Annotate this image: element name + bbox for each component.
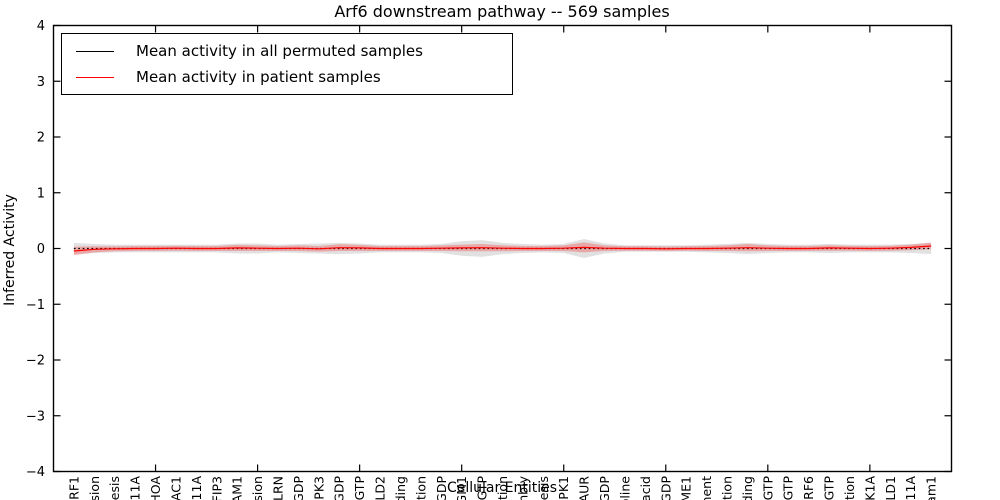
x-category-label: ARF6/GTP: [781, 476, 796, 500]
x-category-label: KALRN: [271, 476, 286, 500]
y-tick-label: −1: [26, 298, 45, 313]
x-axis-title: Cellular Entities: [447, 480, 557, 496]
x-category-label: ARF1/GTP: [352, 476, 367, 500]
x-category-label: PLD1: [883, 476, 898, 500]
x-category-label: PLD2: [373, 476, 388, 500]
x-category-label: ARF6/GTP/RAB11FIP3/RAB11A: [903, 476, 918, 500]
x-category-label: regulation of calcium-dependent cell-cel…: [87, 476, 102, 500]
x-category-label: RAC1: [168, 476, 183, 500]
x-category-label: lamellipodium assembly: [515, 475, 530, 500]
x-category-label: RhoA/GTP: [822, 476, 837, 500]
x-category-label: PIP5K1A: [862, 476, 877, 500]
x-category-label: regulation of axonogenesis: [107, 476, 122, 500]
x-category-label: RHOA: [148, 476, 163, 500]
x-category-label: MAPK3: [311, 476, 326, 500]
x-category-label: mol:Phosphatidic acid: [638, 476, 653, 500]
x-category-label: ARF1: [66, 476, 81, 500]
x-category-label: ruffle organization: [842, 476, 857, 500]
x-category-label: RAB11A: [189, 476, 204, 500]
x-category-label: MAPK1: [556, 476, 571, 500]
x-category-label: RhoA/GDP: [291, 476, 306, 500]
x-category-label: ARF6/GDP: [597, 476, 612, 500]
x-category-label: cortical actin cytoskeleton organization: [495, 476, 510, 500]
tick-labels: 4 3 2 1 0 −1 −2 −3 −4 ARF1 regulation of calcium-d…: [26, 19, 939, 500]
series-lines: [73, 245, 932, 252]
x-category-label: PLAUR: [577, 476, 592, 500]
permuted-line-swatch: [76, 50, 114, 52]
legend-label-patient: Mean activity in patient samples: [136, 68, 381, 86]
x-category-label: fibronectin binding: [393, 476, 408, 500]
x-category-label: Rac1/GTP: [475, 476, 490, 500]
y-tick-label: 1: [37, 186, 45, 201]
legend-entry-patient: Mean activity in patient samples: [62, 64, 512, 90]
y-axis-title: Inferred Activity: [2, 194, 18, 306]
x-category-label: actin filament bundle formation: [413, 476, 428, 500]
legend-entry-permuted: Mean activity in all permuted samples: [62, 38, 512, 64]
axes-frame: [52, 24, 953, 473]
patient-line-swatch: [76, 76, 114, 78]
y-tick-label: 0: [37, 242, 45, 257]
x-category-label: mol:GDP: [658, 476, 673, 500]
y-tick-label: −2: [26, 354, 45, 369]
x-category-label: substrate adhesion-dependent cell spread…: [740, 476, 755, 500]
series-line: [73, 245, 932, 252]
x-category-label: mol:GM1: [454, 476, 469, 500]
legend-label-permuted: Mean activity in all permuted samples: [136, 42, 423, 60]
x-category-label: ARF6: [801, 476, 816, 500]
x-category-label: regulation of epithelial cell migration: [720, 476, 735, 500]
y-tick-label: 2: [37, 131, 45, 146]
x-category-label: TIAM1: [230, 476, 245, 500]
x-category-label: RAB11FIP3: [209, 476, 224, 500]
x-category-label: tube morphogenesis: [536, 476, 551, 500]
x-category-label: mol:GTP: [760, 476, 775, 500]
y-tick-label: −4: [26, 465, 45, 480]
legend-box: Mean activity in all permuted samples Me…: [61, 33, 513, 95]
y-tick-label: −3: [26, 409, 45, 424]
x-category-label: ARF1/GDP: [434, 476, 449, 500]
y-tick-label: 4: [37, 19, 45, 34]
y-tick-label: 3: [37, 75, 45, 90]
chart-title: Arf6 downstream pathway -- 569 samples: [334, 2, 669, 21]
x-category-label: liver development: [699, 476, 714, 500]
x-category-label: myoblast fusion: [250, 476, 265, 500]
x-category-label: NME1: [679, 476, 694, 500]
x-category-label: mol:Choline: [617, 476, 632, 500]
x-category-label: ARF6/GTP/NME1/Tiam1: [924, 476, 939, 500]
x-category-label: Rac1/GDP: [332, 476, 347, 500]
x-category-label: RAB11FIP3/RAB11A: [128, 476, 143, 500]
